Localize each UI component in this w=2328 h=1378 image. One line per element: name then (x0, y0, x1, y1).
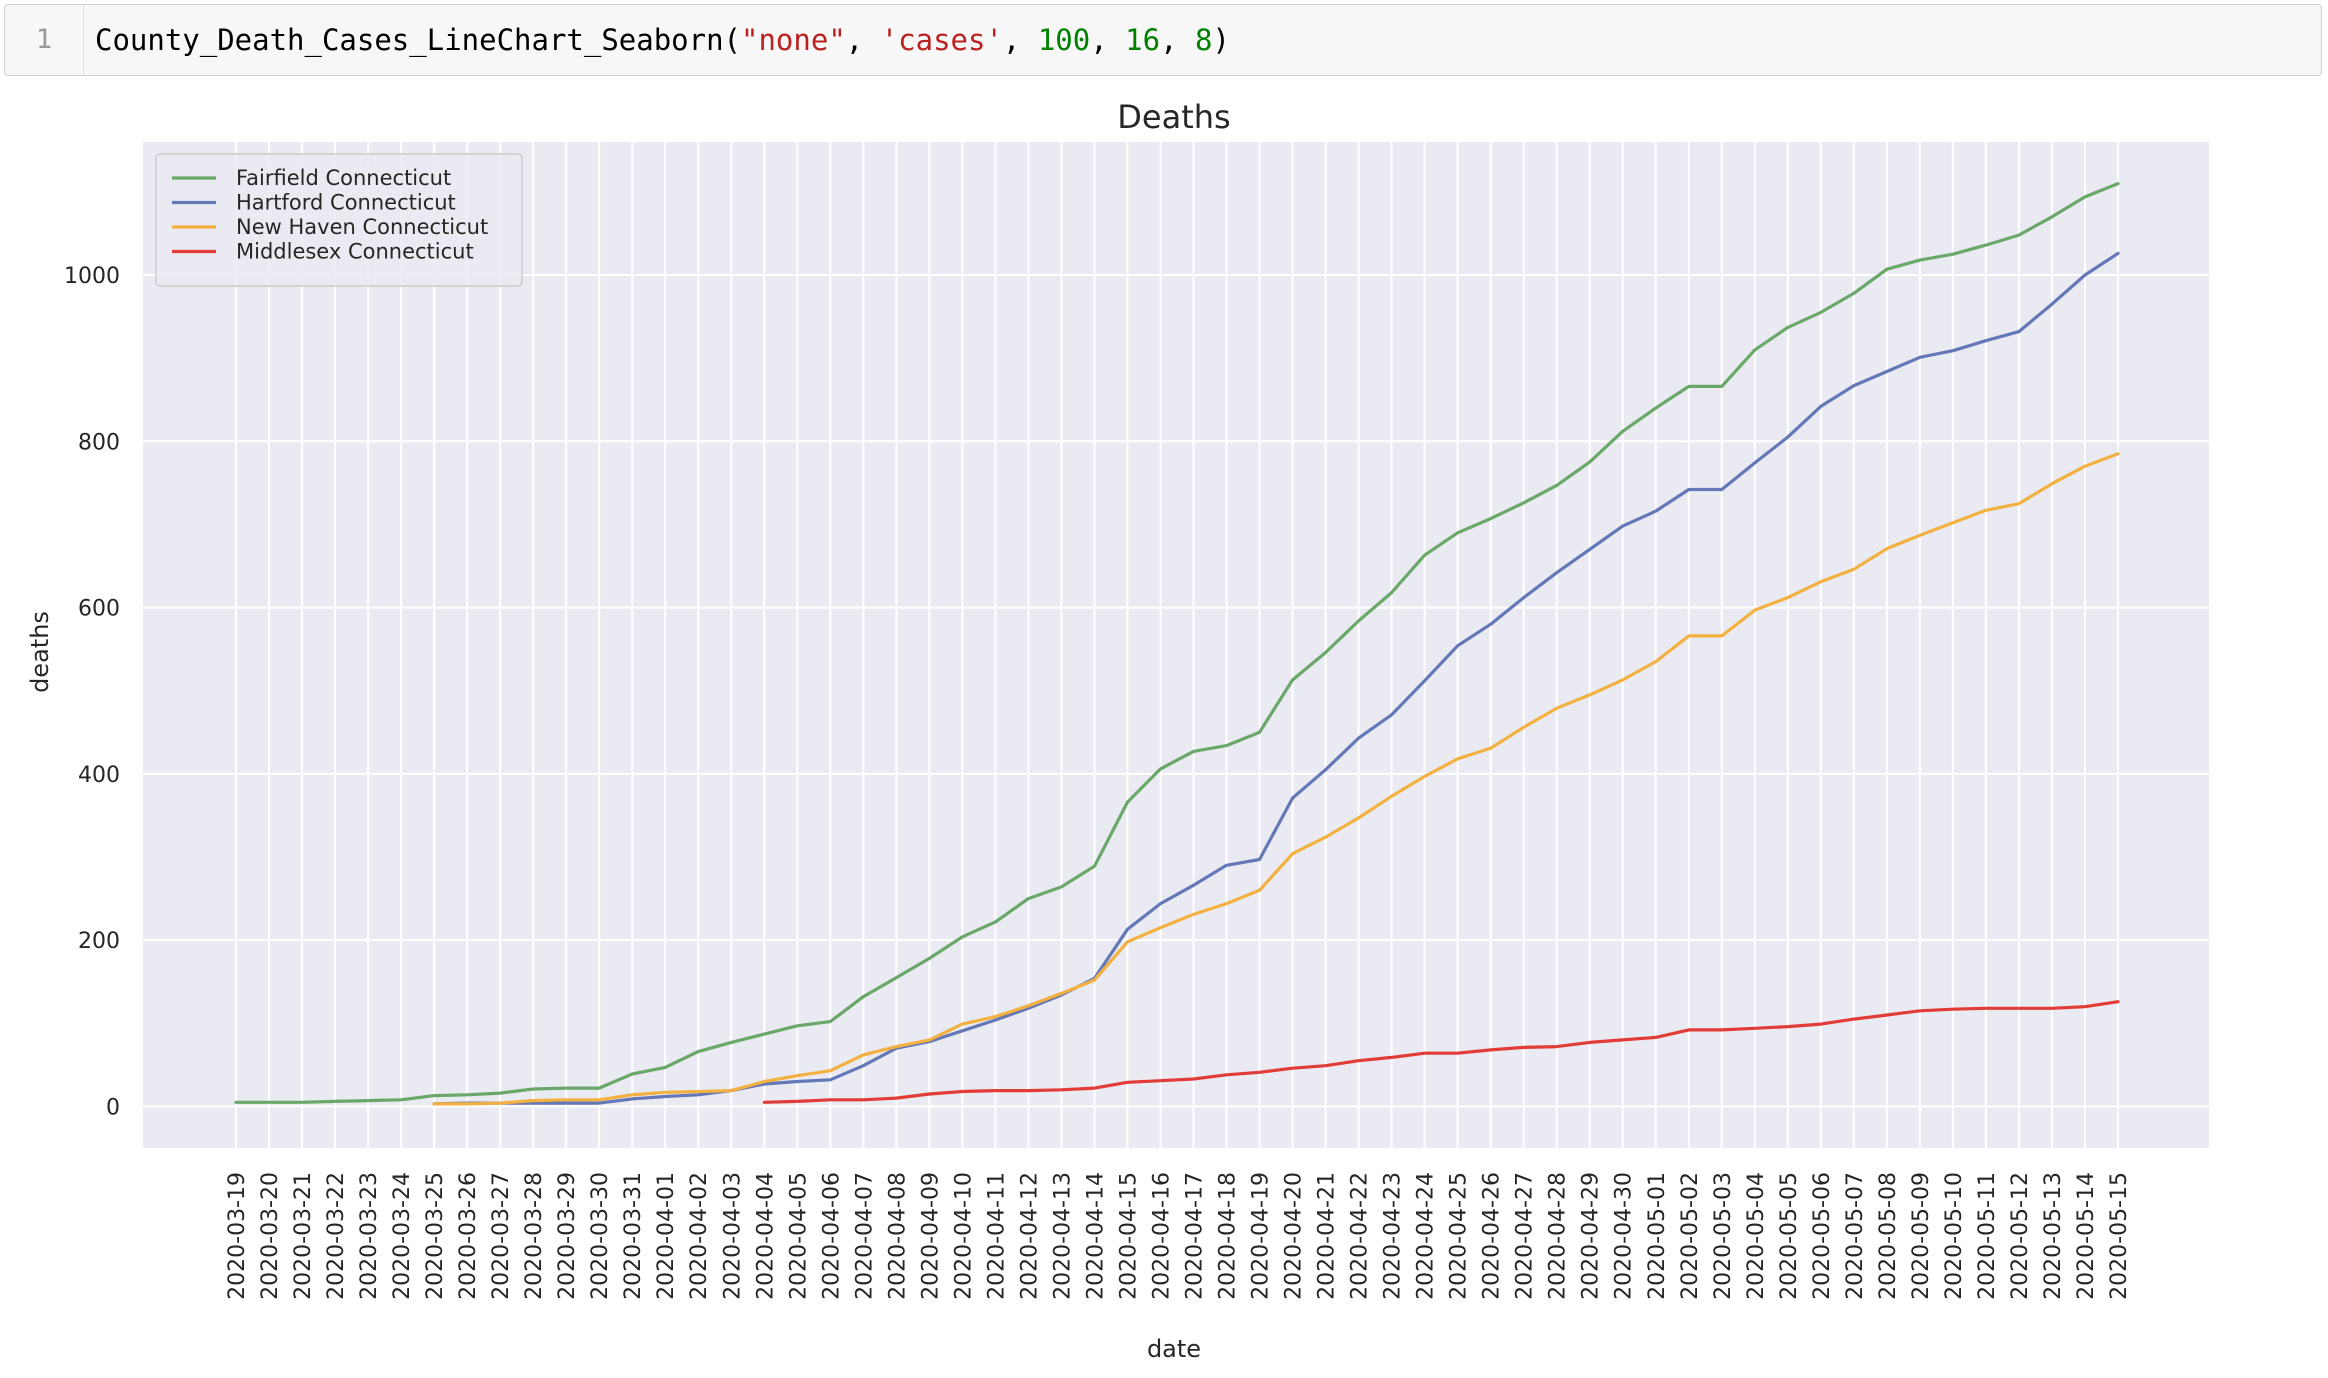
x-axis-label: date (1147, 1335, 1201, 1363)
x-tick-label: 2020-04-17 (1183, 1172, 1208, 1300)
code-token: County_Death_Cases_LineChart_Seaborn( (95, 23, 742, 57)
x-tick-label: 2020-05-11 (1975, 1172, 2000, 1300)
y-tick-label: 600 (78, 597, 120, 622)
x-tick-label: 2020-04-28 (1546, 1172, 1571, 1300)
x-tick-labels: 2020-03-19 2020-03-20 2020-03-21 2020-03-22… (225, 1172, 2132, 1300)
code-token: , (1090, 23, 1126, 57)
x-tick-label: 2020-05-15 (2107, 1172, 2132, 1300)
x-tick-label: 2020-04-12 (1017, 1172, 1042, 1300)
line-number: 1 (5, 5, 84, 75)
code-token: , (1002, 23, 1038, 57)
code-token: "none" (741, 23, 846, 57)
x-tick-label: 2020-04-05 (786, 1172, 811, 1300)
x-tick-label: 2020-05-07 (1843, 1172, 1868, 1300)
code-token: , (845, 23, 881, 57)
x-tick-label: 2020-05-05 (1777, 1172, 1802, 1300)
x-tick-label: 2020-04-14 (1083, 1172, 1108, 1300)
x-tick-label: 2020-03-21 (291, 1172, 316, 1300)
x-tick-label: 2020-04-07 (852, 1172, 877, 1300)
x-tick-label: 2020-04-23 (1381, 1172, 1406, 1300)
x-tick-label: 2020-04-10 (951, 1172, 976, 1300)
y-tick-label: 200 (78, 929, 120, 954)
x-tick-label: 2020-04-03 (720, 1172, 745, 1300)
x-tick-label: 2020-04-26 (1480, 1172, 1505, 1300)
x-tick-label: 2020-04-06 (819, 1172, 844, 1300)
x-tick-label: 2020-04-30 (1612, 1172, 1637, 1300)
x-tick-label: 2020-04-15 (1116, 1172, 1141, 1300)
series-line-middlesex (762, 1000, 2120, 1104)
x-tick-label: 2020-04-04 (753, 1172, 778, 1300)
x-tick-label: 2020-03-25 (423, 1172, 448, 1300)
x-tick-label: 2020-05-12 (2008, 1172, 2033, 1300)
y-axis-label: deaths (26, 611, 54, 693)
x-tick-label: 2020-05-04 (1744, 1172, 1769, 1300)
x-tick-label: 2020-05-06 (1810, 1172, 1835, 1300)
x-tick-label: 2020-03-28 (522, 1172, 547, 1300)
x-tick-label: 2020-04-24 (1414, 1172, 1439, 1300)
x-tick-label: 2020-04-13 (1050, 1172, 1075, 1300)
code-token: 16 (1125, 23, 1161, 57)
x-tick-label: 2020-03-26 (456, 1172, 481, 1300)
chart-title: Deaths (1117, 98, 1230, 136)
x-tick-label: 2020-03-23 (357, 1172, 382, 1300)
x-tick-label: 2020-05-02 (1678, 1172, 1703, 1300)
plot-area (143, 142, 2209, 1148)
x-tick-label: 2020-05-10 (1942, 1172, 1967, 1300)
series-line-fairfield (234, 182, 2120, 1104)
x-tick-label: 2020-04-02 (687, 1172, 712, 1300)
code-token: 'cases' (880, 23, 1003, 57)
x-tick-label: 2020-05-08 (1876, 1172, 1901, 1300)
x-tick-label: 2020-04-21 (1315, 1172, 1340, 1300)
legend-box (155, 153, 523, 287)
x-tick-label: 2020-05-01 (1645, 1172, 1670, 1300)
x-tick-label: 2020-04-11 (984, 1172, 1009, 1300)
x-tick-label: 2020-03-24 (390, 1172, 415, 1300)
code-token: 100 (1037, 23, 1091, 57)
x-tick-label: 2020-05-13 (2041, 1172, 2066, 1300)
y-tick-label: 1000 (64, 264, 120, 289)
code-line[interactable]: County_Death_Cases_LineChart_Seaborn("no… (95, 5, 1230, 75)
legend-label: Middlesex Connecticut (236, 240, 474, 264)
x-tick-label: 2020-05-03 (1711, 1172, 1736, 1300)
x-tick-label: 2020-04-01 (654, 1172, 679, 1300)
x-tick-label: 2020-03-29 (555, 1172, 580, 1300)
legend-label: Hartford Connecticut (236, 191, 456, 215)
x-tick-label: 2020-03-31 (621, 1172, 646, 1300)
legend-label: Fairfield Connecticut (236, 166, 451, 190)
x-tick-label: 2020-04-22 (1348, 1172, 1373, 1300)
x-tick-label: 2020-04-18 (1216, 1172, 1241, 1300)
x-tick-label: 2020-05-14 (2074, 1172, 2099, 1300)
code-token: , (1160, 23, 1195, 57)
series-lines (234, 182, 2120, 1106)
y-tick-label: 400 (78, 763, 120, 788)
code-token: 8 (1195, 23, 1213, 57)
x-tick-label: 2020-03-22 (324, 1172, 349, 1300)
grid-lines (143, 142, 2209, 1148)
x-tick-label: 2020-04-16 (1149, 1172, 1174, 1300)
series-line-new-haven (432, 452, 2120, 1106)
legend-label: New Haven Connecticut (236, 215, 488, 239)
x-tick-label: 2020-03-20 (258, 1172, 283, 1300)
x-tick-label: 2020-04-19 (1249, 1172, 1274, 1300)
x-tick-label: 2020-04-27 (1513, 1172, 1538, 1300)
x-tick-label: 2020-04-20 (1282, 1172, 1307, 1300)
code-token: ) (1212, 23, 1230, 57)
code-cell[interactable]: 1 County_Death_Cases_LineChart_Seaborn("… (4, 4, 2322, 76)
x-tick-label: 2020-04-25 (1447, 1172, 1472, 1300)
y-tick-label: 800 (78, 430, 120, 455)
x-tick-label: 2020-04-08 (885, 1172, 910, 1300)
x-tick-label: 2020-04-09 (918, 1172, 943, 1300)
x-tick-label: 2020-03-27 (489, 1172, 514, 1300)
x-tick-label: 2020-05-09 (1909, 1172, 1934, 1300)
x-tick-label: 2020-04-29 (1579, 1172, 1604, 1300)
x-tick-label: 2020-03-30 (588, 1172, 613, 1300)
y-tick-labels: 0 200 400 600 800 1000 (64, 264, 120, 1120)
y-tick-label: 0 (106, 1095, 120, 1120)
x-tick-label: 2020-03-19 (225, 1172, 250, 1300)
series-line-hartford (432, 251, 2120, 1106)
